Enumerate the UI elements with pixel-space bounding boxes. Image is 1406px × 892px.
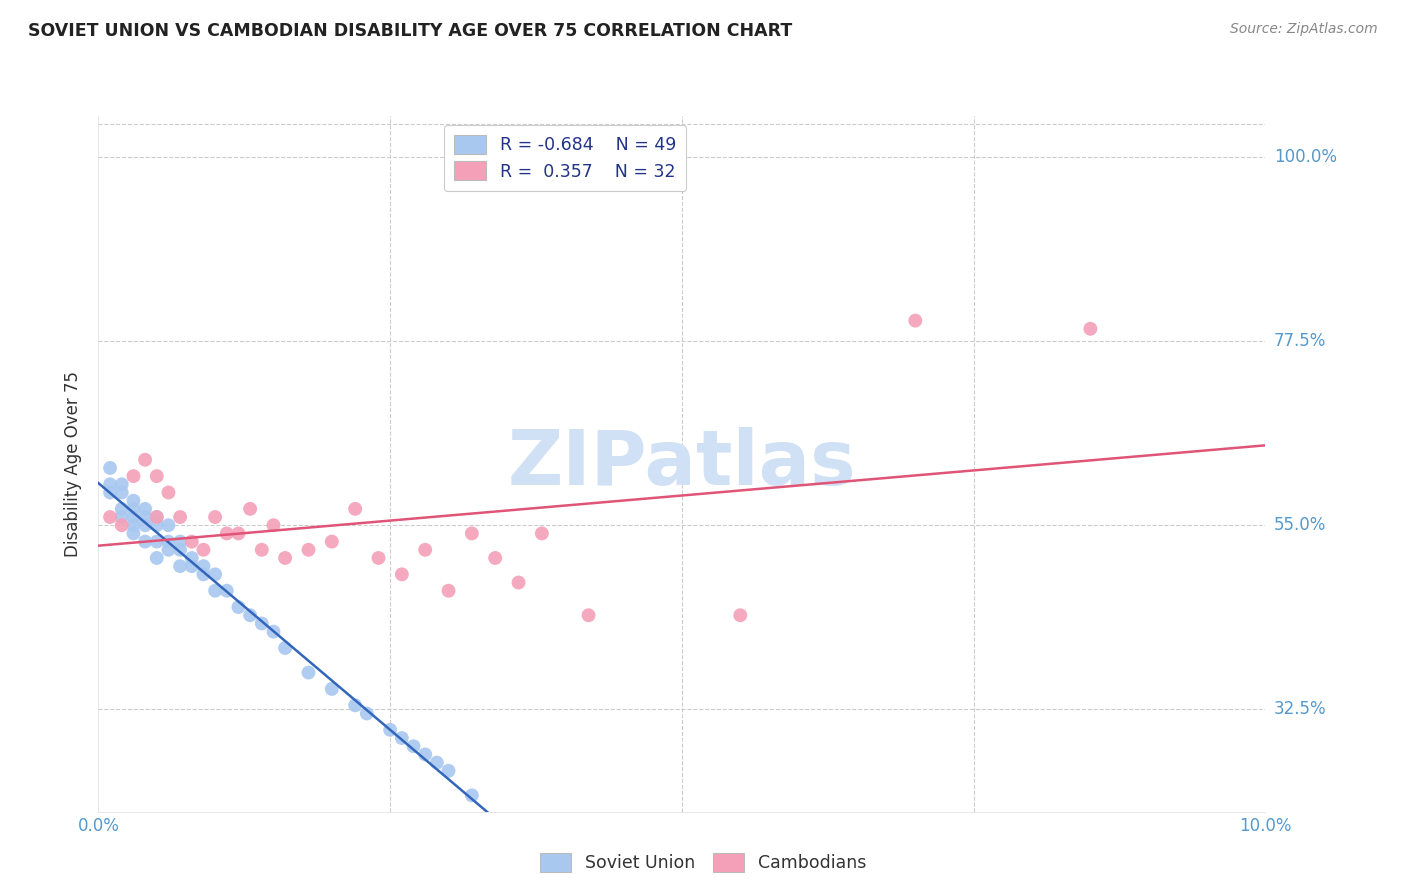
Point (250, 616, 273, 631)
Point (484, 551, 506, 566)
Point (262, 624, 284, 639)
Point (204, 583, 226, 598)
Point (344, 698, 367, 713)
Point (122, 510, 145, 524)
Point (157, 534, 180, 549)
Point (98, 461, 121, 475)
Point (122, 493, 145, 508)
Point (437, 583, 460, 598)
Point (134, 534, 156, 549)
Point (1080, 322, 1102, 336)
Y-axis label: Disability Age Over 75: Disability Age Over 75 (65, 371, 83, 557)
Point (378, 723, 402, 737)
Point (215, 526, 238, 541)
Point (367, 551, 389, 566)
Point (122, 526, 145, 541)
Point (228, 526, 250, 541)
Text: Source: ZipAtlas.com: Source: ZipAtlas.com (1230, 22, 1378, 37)
Legend: Soviet Union, Cambodians: Soviet Union, Cambodians (533, 846, 873, 879)
Point (98, 477, 121, 491)
Point (321, 534, 343, 549)
Point (98, 485, 121, 500)
Point (169, 534, 191, 549)
Point (321, 681, 343, 696)
Point (274, 640, 297, 655)
Point (180, 551, 202, 566)
Point (391, 731, 413, 745)
Point (111, 477, 134, 491)
Point (111, 518, 134, 533)
Point (146, 510, 169, 524)
Point (122, 501, 145, 516)
Point (169, 542, 191, 557)
Point (508, 575, 530, 590)
Point (157, 485, 180, 500)
Point (297, 542, 319, 557)
Point (122, 518, 145, 533)
Point (193, 559, 215, 574)
Text: 55.0%: 55.0% (1274, 516, 1326, 534)
Point (204, 567, 226, 582)
Point (728, 608, 751, 623)
Point (228, 600, 250, 615)
Point (215, 583, 238, 598)
Point (461, 789, 484, 803)
Point (146, 518, 169, 533)
Text: 100.0%: 100.0% (1274, 148, 1337, 166)
Point (134, 501, 156, 516)
Point (157, 518, 180, 533)
Point (122, 469, 145, 483)
Point (146, 510, 169, 524)
Point (904, 313, 927, 327)
Legend: R = -0.684    N = 49, R =  0.357    N = 32: R = -0.684 N = 49, R = 0.357 N = 32 (444, 125, 686, 191)
Text: ZIPatlas: ZIPatlas (508, 427, 856, 500)
Point (146, 551, 169, 566)
Text: 32.5%: 32.5% (1274, 700, 1326, 718)
Point (134, 510, 156, 524)
Point (391, 567, 413, 582)
Point (413, 542, 436, 557)
Point (146, 534, 169, 549)
Point (239, 608, 262, 623)
Point (180, 534, 202, 549)
Text: 77.5%: 77.5% (1274, 332, 1326, 350)
Point (111, 510, 134, 524)
Point (204, 510, 226, 524)
Point (274, 551, 297, 566)
Point (111, 501, 134, 516)
Point (297, 665, 319, 680)
Point (169, 510, 191, 524)
Point (437, 764, 460, 778)
Point (402, 739, 425, 754)
Point (134, 452, 156, 467)
Point (530, 526, 553, 541)
Point (146, 469, 169, 483)
Point (193, 567, 215, 582)
Point (344, 501, 367, 516)
Point (413, 747, 436, 762)
Point (578, 608, 600, 623)
Point (239, 501, 262, 516)
Point (157, 542, 180, 557)
Point (180, 559, 202, 574)
Point (134, 518, 156, 533)
Point (98, 510, 121, 524)
Point (262, 518, 284, 533)
Point (426, 756, 449, 770)
Point (193, 542, 215, 557)
Point (169, 559, 191, 574)
Point (111, 485, 134, 500)
Point (461, 526, 484, 541)
Point (356, 706, 378, 721)
Point (250, 542, 273, 557)
Text: SOVIET UNION VS CAMBODIAN DISABILITY AGE OVER 75 CORRELATION CHART: SOVIET UNION VS CAMBODIAN DISABILITY AGE… (28, 22, 793, 40)
